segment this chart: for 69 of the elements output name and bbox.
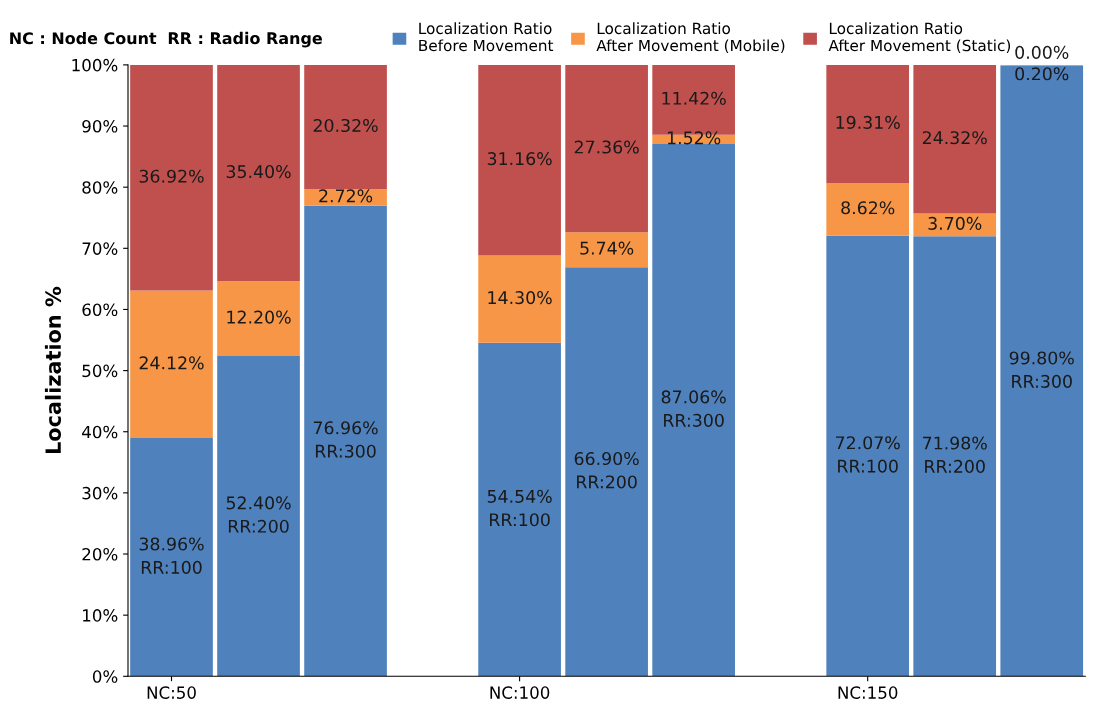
data-label: 54.54% RR:100 xyxy=(487,489,552,527)
bar xyxy=(217,355,300,677)
bar xyxy=(130,290,213,439)
bar xyxy=(1000,66,1084,677)
bar xyxy=(826,235,910,677)
y-tick-label: 100% xyxy=(72,58,118,72)
legend-label: Localization Ratio After Movement (Static) xyxy=(828,22,1011,54)
text: RR : Radio Range xyxy=(168,31,322,48)
bar xyxy=(304,189,387,206)
y-tick-label: 90% xyxy=(82,119,118,133)
data-label: 24.12% xyxy=(139,356,204,370)
data-label: 8.62% xyxy=(841,201,895,215)
data-label: 24.32% xyxy=(922,131,987,145)
data-label: 72.07% RR:100 xyxy=(836,436,900,473)
data-label: 87.06% RR:300 xyxy=(661,390,726,427)
text: NC : Node Count xyxy=(10,31,157,45)
x-tick-label: NC:100 xyxy=(490,686,550,699)
data-label: 71.98% RR:200 xyxy=(923,436,987,473)
data-label: 19.31% xyxy=(836,115,900,129)
data-label: 0.20% xyxy=(1015,67,1069,81)
bar xyxy=(913,236,997,677)
data-label: 99.80% RR:300 xyxy=(1009,351,1074,388)
y-tick-label: 40% xyxy=(82,425,118,439)
data-label: 76.96% RR:300 xyxy=(313,421,378,458)
data-label: 1.52% xyxy=(667,131,721,145)
y-tick-label: 30% xyxy=(82,486,118,500)
y-tick-label: 60% xyxy=(82,303,118,317)
bar xyxy=(565,64,648,233)
data-label: 3.70% xyxy=(928,216,982,230)
data-label: 66.90% RR:200 xyxy=(574,451,639,489)
data-label: 20.32% xyxy=(313,118,378,133)
data-label: 31.16% xyxy=(487,152,552,166)
bar xyxy=(478,342,561,677)
bar xyxy=(478,255,561,343)
y-tick-label: 0% xyxy=(92,670,118,683)
bar xyxy=(565,232,648,268)
y-axis-title: Localization % xyxy=(44,286,62,454)
y-tick-label: 70% xyxy=(82,242,118,255)
data-label: 52.40% RR:200 xyxy=(226,496,291,533)
legend-label: Localization Ratio After Movement (Mobile) xyxy=(596,22,785,54)
bar xyxy=(913,64,997,214)
data-label: 5.74% xyxy=(580,241,634,255)
bar xyxy=(217,281,300,356)
y-tick-label: 10% xyxy=(83,609,118,622)
bar xyxy=(130,438,213,677)
data-label: 12.20% xyxy=(227,310,291,324)
bar xyxy=(217,64,300,282)
bar xyxy=(304,205,387,677)
data-label: 27.36% xyxy=(574,140,639,154)
data-label: 36.92% xyxy=(139,169,204,183)
bar xyxy=(130,64,213,291)
x-tick-label: NC:150 xyxy=(838,686,898,699)
bar xyxy=(478,64,561,256)
data-label: 11.42% xyxy=(662,91,726,105)
bar xyxy=(652,144,735,677)
data-label: 14.30% xyxy=(488,291,552,305)
x-tick-label: NC:50 xyxy=(147,686,196,699)
data-label: 0.00% xyxy=(1015,45,1069,59)
y-tick-label: 80% xyxy=(82,181,118,194)
data-label: 35.40% xyxy=(226,165,291,179)
bar xyxy=(826,64,910,183)
data-label: 2.72% xyxy=(319,189,373,203)
bar xyxy=(565,267,648,677)
bar xyxy=(826,182,910,236)
y-tick-label: 20% xyxy=(82,547,118,561)
y-tick-label: 50% xyxy=(82,364,118,378)
legend-label: Localization Ratio Before Movement xyxy=(419,22,554,52)
bar xyxy=(304,64,387,190)
data-label: 38.96% RR:100 xyxy=(139,537,204,574)
